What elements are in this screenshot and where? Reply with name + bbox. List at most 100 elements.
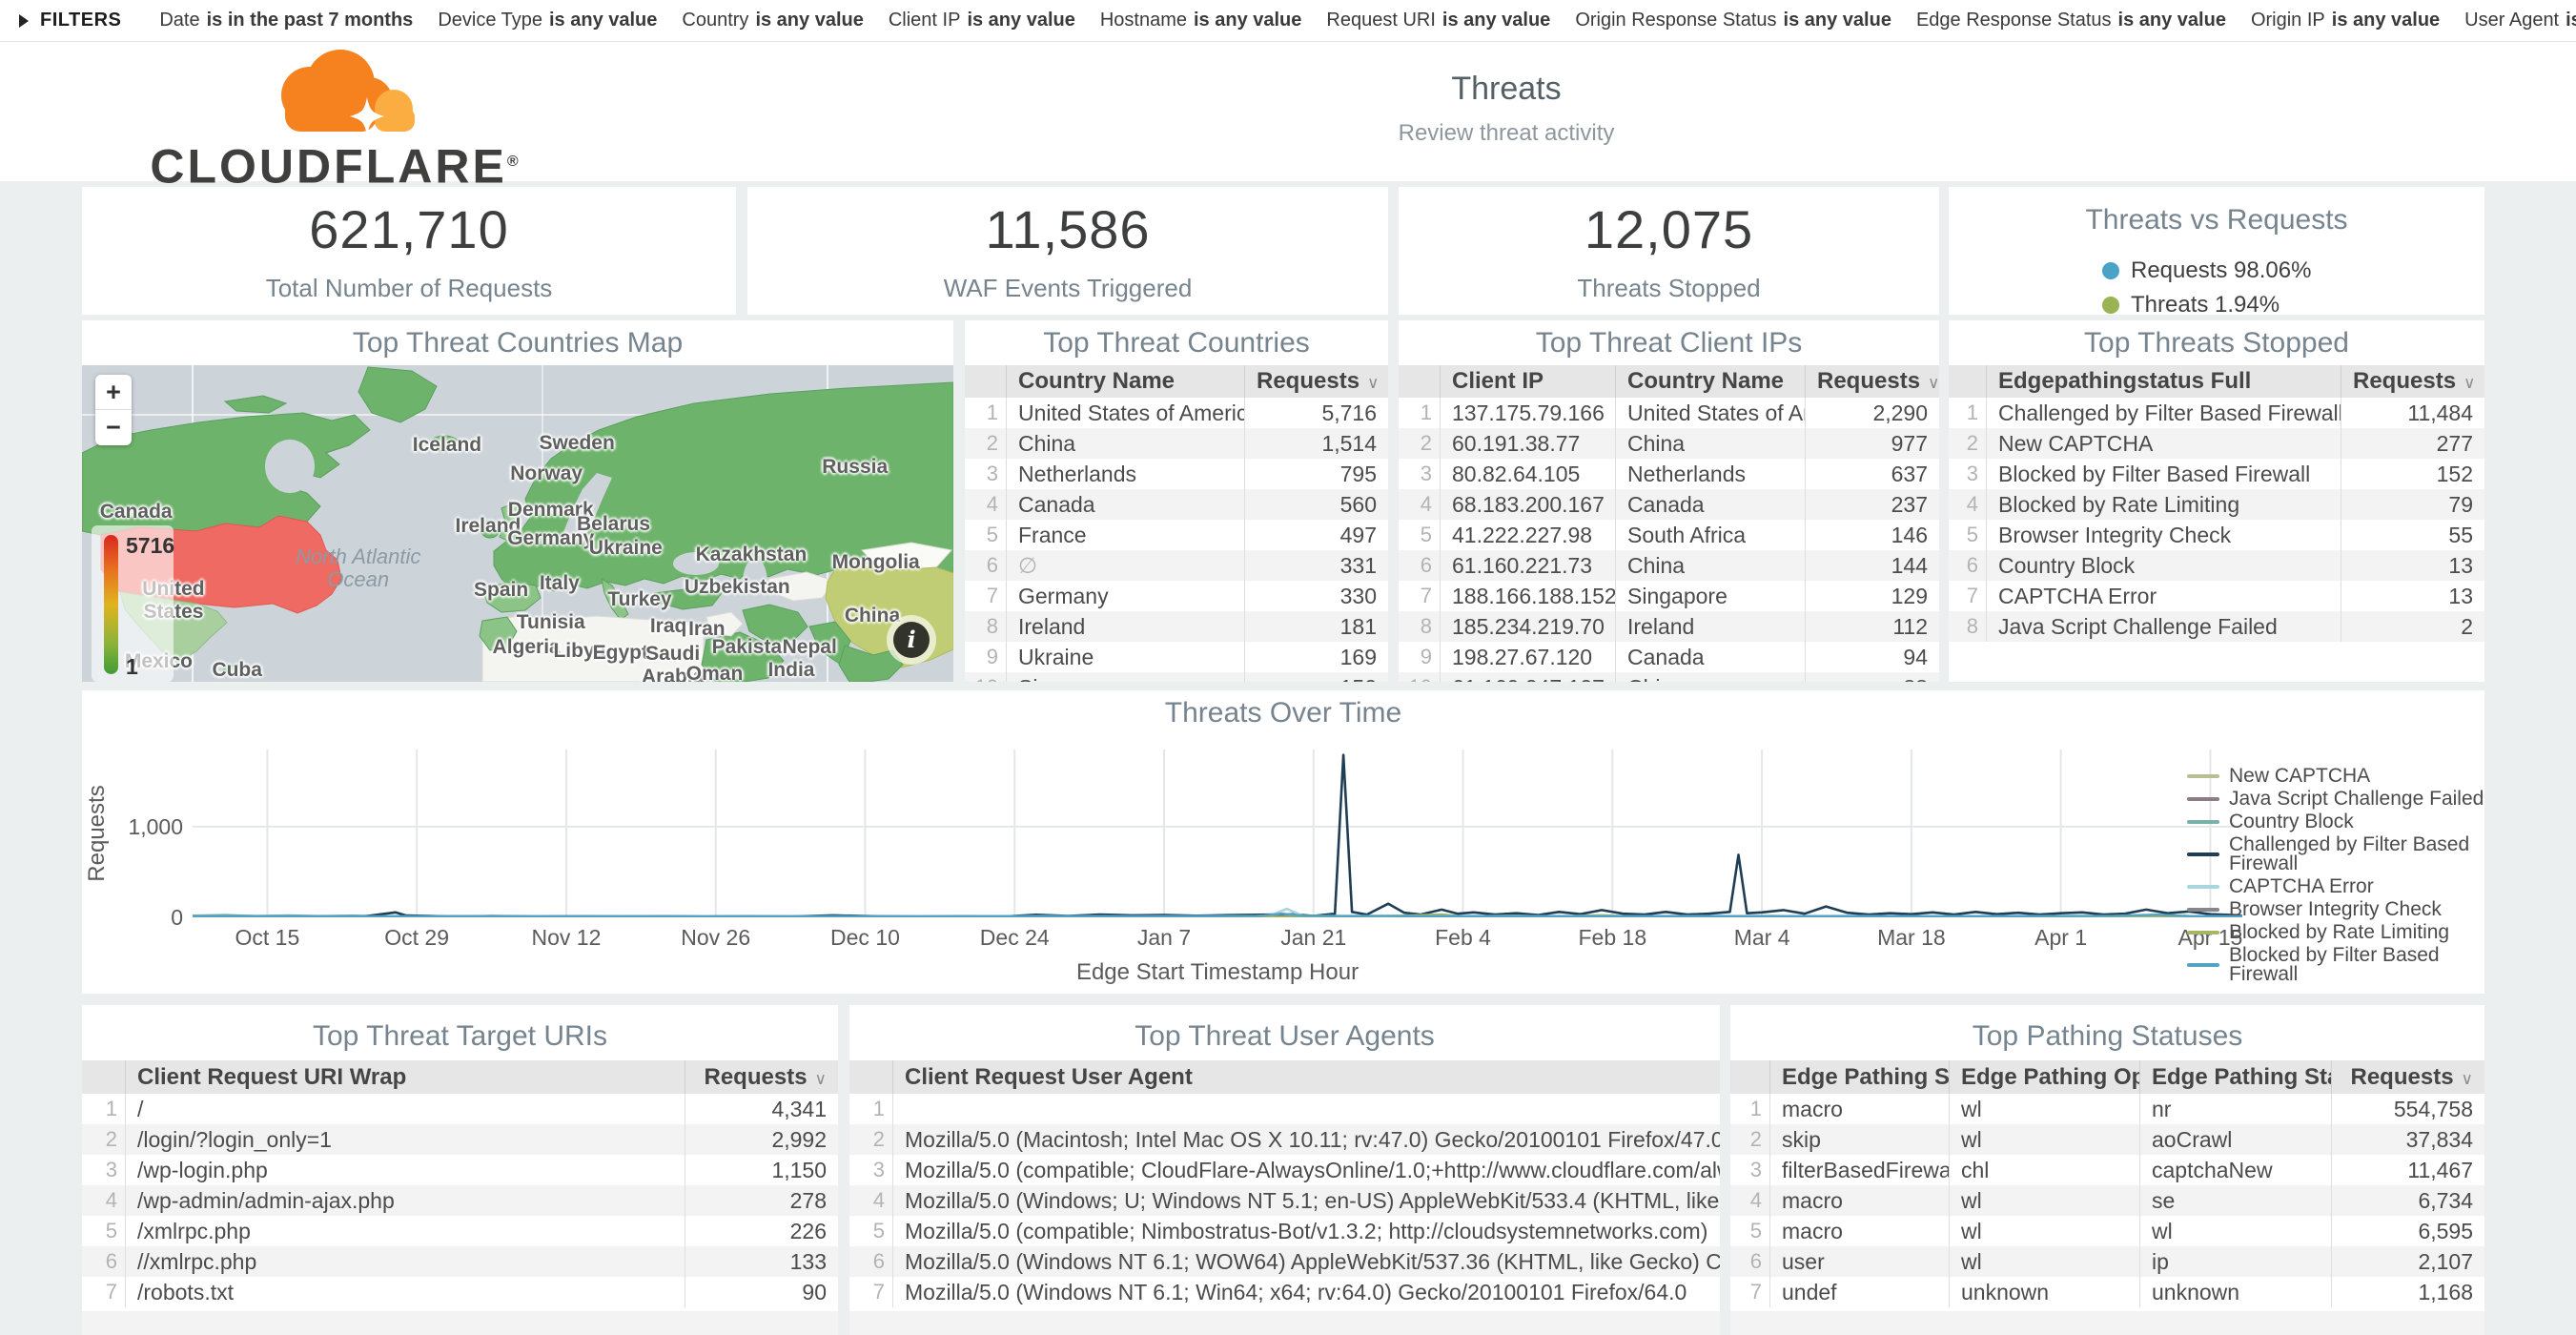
sort-chevron-icon[interactable]: ∨: [1928, 374, 1939, 392]
table-row[interactable]: 6 Mozilla/5.0 (Windows NT 6.1; WOW64) App…: [849, 1246, 1720, 1277]
table-row[interactable]: 6 user wl ip 2,107: [1730, 1246, 2484, 1277]
filters-label[interactable]: FILTERS: [40, 10, 122, 31]
column-header-country-name[interactable]: Country Name: [1007, 365, 1245, 398]
row-number: 2: [1399, 428, 1441, 459]
cell-edge-pathing-src: macro: [1770, 1094, 1950, 1124]
table-row[interactable]: 4 68.183.200.167 Canada 237: [1399, 489, 1939, 520]
table-row[interactable]: 4 Mozilla/5.0 (Windows; U; Windows NT 5.1…: [849, 1185, 1720, 1216]
table-row[interactable]: 3 Mozilla/5.0 (compatible; CloudFlare-Alw…: [849, 1155, 1720, 1185]
table-row[interactable]: 8 Ireland 181: [965, 611, 1388, 642]
table-row[interactable]: 6 ∅ 331: [965, 550, 1388, 581]
column-header-requests[interactable]: Requests ∨: [1245, 365, 1388, 398]
cell-requests: 112: [1892, 614, 1928, 639]
table-row[interactable]: 3 filterBasedFirewall chl captchaNew 11,467: [1730, 1155, 2484, 1185]
table-row[interactable]: 2/login/?login_only=1 2,992: [82, 1124, 838, 1155]
column-header-requests[interactable]: Requests ∨: [2332, 1060, 2484, 1094]
table-row[interactable]: 4 Canada 560: [965, 489, 1388, 520]
table-row[interactable]: 5 macro wl wl 6,595: [1730, 1216, 2484, 1246]
zoom-in-button[interactable]: +: [95, 375, 132, 410]
table-row[interactable]: 3 Netherlands 795: [965, 459, 1388, 489]
table-row[interactable]: 5 Browser Integrity Check 55: [1949, 520, 2484, 550]
table-row[interactable]: 7 Germany 330: [965, 581, 1388, 611]
table-row[interactable]: 5 France 497: [965, 520, 1388, 550]
table-row[interactable]: 3/wp-login.php 1,150: [82, 1155, 838, 1185]
column-header-edgepathingstatus-full[interactable]: Edgepathingstatus Full: [1987, 365, 2341, 398]
table-row[interactable]: 8 Java Script Challenge Failed 2: [1949, 611, 2484, 642]
table-row[interactable]: 6 Country Block 13: [1949, 550, 2484, 581]
column-header-requests[interactable]: Requests ∨: [685, 1060, 838, 1094]
table-row[interactable]: 1061.160.247.127China88: [1399, 672, 1939, 682]
table-row[interactable]: 1: [849, 1094, 1720, 1124]
table-row[interactable]: 7/robots.txt 90: [82, 1277, 838, 1307]
table-row[interactable]: 6//xmlrpc.php 133: [82, 1246, 838, 1277]
cell-country-name: Ukraine: [1007, 642, 1245, 672]
column-header-client-ip[interactable]: Client IP: [1441, 365, 1616, 398]
filter-chip-hostname[interactable]: Hostname is any value: [1100, 10, 1302, 31]
cell-edgepathingstatus-full: CAPTCHA Error: [1987, 581, 2341, 611]
column-header-edge-pathing-status[interactable]: Edge Pathing Status: [2140, 1060, 2332, 1094]
table-row[interactable]: 8 185.234.219.70 Ireland 112: [1399, 611, 1939, 642]
table-row[interactable]: 4 Blocked by Rate Limiting 79: [1949, 489, 2484, 520]
cell-requests: 6,595: [2418, 1219, 2473, 1243]
table-row[interactable]: 2 skip wl aoCrawl 37,834: [1730, 1124, 2484, 1155]
filter-value: is any value: [2117, 10, 2226, 31]
table-row[interactable]: 1 United States of America 5,716: [965, 398, 1388, 428]
column-header-requests[interactable]: Requests ∨: [2341, 365, 2484, 398]
row-number: 4: [82, 1185, 126, 1216]
sort-chevron-icon[interactable]: ∨: [2461, 1070, 2473, 1088]
table-row[interactable]: 5/xmlrpc.php 226: [82, 1216, 838, 1246]
zoom-out-button[interactable]: −: [106, 413, 121, 442]
table-row[interactable]: 7 undef unknown unknown 1,168: [1730, 1277, 2484, 1307]
filter-chip-device-type[interactable]: Device Type is any value: [438, 10, 657, 31]
map-info-button[interactable]: i: [887, 615, 936, 665]
cell-requests: 226: [789, 1219, 827, 1243]
table-row[interactable]: 2 60.191.38.77 China 977: [1399, 428, 1939, 459]
legend-line-swatch: [2187, 885, 2219, 889]
sort-chevron-icon[interactable]: ∨: [2464, 374, 2476, 392]
table-row[interactable]: 1/ 4,341: [82, 1094, 838, 1124]
table-row[interactable]: 3 Blocked by Filter Based Firewall 152: [1949, 459, 2484, 489]
sort-chevron-icon[interactable]: ∨: [814, 1070, 827, 1088]
cell-edge-pathing-op: wl: [1950, 1246, 2140, 1277]
table-row[interactable]: 1 macro wl nr 554,758: [1730, 1094, 2484, 1124]
table-row[interactable]: 7 Mozilla/5.0 (Windows NT 6.1; Win64; x64…: [849, 1277, 1720, 1307]
table-row[interactable]: 6 61.160.221.73 China 144: [1399, 550, 1939, 581]
cell-requests: 11,467: [2407, 1158, 2473, 1182]
row-number: 6: [1730, 1246, 1770, 1277]
table-row[interactable]: 4 macro wl se 6,734: [1730, 1185, 2484, 1216]
table-row[interactable]: 7 188.166.188.152 Singapore 129: [1399, 581, 1939, 611]
filter-chip-user-agent[interactable]: User Agent is any value: [2464, 10, 2576, 31]
filter-chip-origin-response-status[interactable]: Origin Response Status is any value: [1575, 10, 1891, 31]
table-row[interactable]: 4/wp-admin/admin-ajax.php 278: [82, 1185, 838, 1216]
table-row[interactable]: 9 Ukraine 169: [965, 642, 1388, 672]
table-row[interactable]: 5 Mozilla/5.0 (compatible; Nimbostratus-B…: [849, 1216, 1720, 1246]
table-row[interactable]: 5 41.222.227.98 South Africa 146: [1399, 520, 1939, 550]
column-header-client-request-user-agent[interactable]: Client Request User Agent: [893, 1060, 1720, 1094]
cell-edge-pathing-op: unknown: [1950, 1277, 2140, 1307]
filter-chip-origin-ip[interactable]: Origin IP is any value: [2251, 10, 2440, 31]
table-row[interactable]: 10Singapore152: [965, 672, 1388, 682]
table-row[interactable]: 2 Mozilla/5.0 (Macintosh; Intel Mac OS X …: [849, 1124, 1720, 1155]
cell-requests: 55: [2448, 523, 2473, 547]
filter-chip-client-ip[interactable]: Client IP is any value: [889, 10, 1075, 31]
column-header-edge-pathing-op[interactable]: Edge Pathing Op: [1950, 1060, 2140, 1094]
column-header-edge-pathing-src[interactable]: Edge Pathing Src: [1770, 1060, 1950, 1094]
column-header-requests[interactable]: Requests ∨: [1806, 365, 1939, 398]
column-header-country-name[interactable]: Country Name: [1616, 365, 1806, 398]
table-row[interactable]: 7 CAPTCHA Error 13: [1949, 581, 2484, 611]
table-row[interactable]: 9 198.27.67.120 Canada 94: [1399, 642, 1939, 672]
filter-chip-request-uri[interactable]: Request URI is any value: [1326, 10, 1550, 31]
world-map[interactable]: [82, 365, 953, 682]
filter-chip-date[interactable]: Date is in the past 7 months: [159, 10, 413, 31]
filter-chip-edge-response-status[interactable]: Edge Response Status is any value: [1916, 10, 2226, 31]
table-row[interactable]: 2 New CAPTCHA 277: [1949, 428, 2484, 459]
table-row[interactable]: 1 Challenged by Filter Based Firewall 11,4…: [1949, 398, 2484, 428]
sort-chevron-icon[interactable]: ∨: [1367, 374, 1380, 392]
filters-expand-icon[interactable]: [19, 13, 29, 28]
table-row[interactable]: 2 China 1,514: [965, 428, 1388, 459]
table-row[interactable]: 3 80.82.64.105 Netherlands 637: [1399, 459, 1939, 489]
filter-chip-country[interactable]: Country is any value: [682, 10, 863, 31]
row-number: 1: [849, 1094, 893, 1124]
column-header-client-request-uri-wrap[interactable]: Client Request URI Wrap: [126, 1060, 685, 1094]
